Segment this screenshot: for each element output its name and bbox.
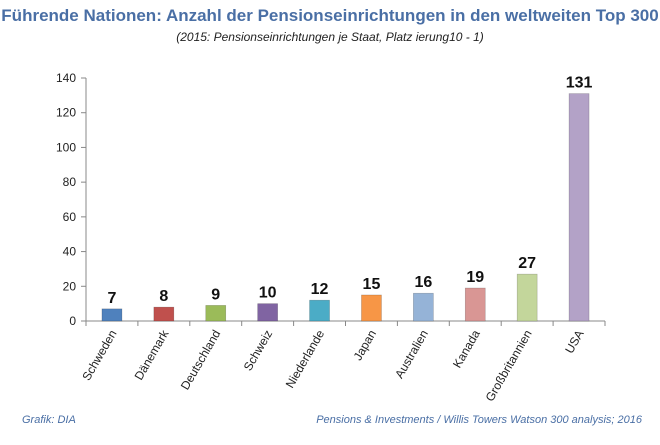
bar-großbritannien — [516, 273, 538, 322]
chart-subtitle: (2015: Pensionseinrichtungen je Staat, P… — [176, 30, 484, 44]
y-tick-label: 120 — [56, 106, 76, 120]
chart-title: Führende Nationen: Anzahl der Pensionsei… — [1, 6, 659, 25]
footer-credit: Grafik: DIA — [22, 414, 76, 426]
data-label: 19 — [466, 269, 484, 286]
bar-japan — [361, 294, 382, 322]
category-label: Niederlande — [283, 327, 328, 390]
data-label: 9 — [211, 286, 220, 303]
data-label: 10 — [259, 285, 277, 302]
bar-australien — [413, 292, 434, 322]
bar-usa — [568, 93, 590, 322]
category-label: Dänemark — [132, 327, 172, 383]
data-label: 16 — [414, 274, 432, 291]
category-label: Kanada — [450, 327, 483, 370]
data-label: 27 — [518, 255, 536, 272]
bar-niederlande — [309, 299, 330, 322]
bar-schweiz — [257, 303, 278, 322]
data-label: 7 — [107, 290, 116, 307]
category-label: Großbritannien — [483, 328, 535, 404]
category-label: Schweden — [79, 328, 119, 384]
bar-kanada — [464, 287, 486, 322]
y-tick-label: 80 — [63, 175, 77, 189]
bar-dänemark — [153, 306, 175, 322]
category-label: Japan — [351, 328, 379, 363]
category-label: Schweiz — [241, 328, 275, 374]
data-label: 12 — [311, 281, 329, 298]
bar-deutschland — [205, 305, 227, 322]
y-tick-label: 100 — [56, 140, 76, 154]
data-label: 15 — [363, 276, 381, 293]
data-label: 131 — [566, 75, 593, 92]
y-tick-label: 140 — [56, 71, 76, 85]
category-label: Australien — [392, 328, 431, 381]
data-label: 8 — [159, 288, 168, 305]
footer-source: Pensions & Investments / Willis Towers W… — [316, 414, 642, 426]
y-tick-label: 20 — [63, 279, 77, 293]
y-tick-label: 0 — [69, 314, 76, 328]
y-tick-label: 60 — [63, 210, 77, 224]
y-tick-label: 40 — [63, 245, 77, 259]
category-label: USA — [562, 328, 586, 356]
category-label: Deutschland — [178, 328, 223, 393]
bar-schweden — [101, 308, 123, 322]
